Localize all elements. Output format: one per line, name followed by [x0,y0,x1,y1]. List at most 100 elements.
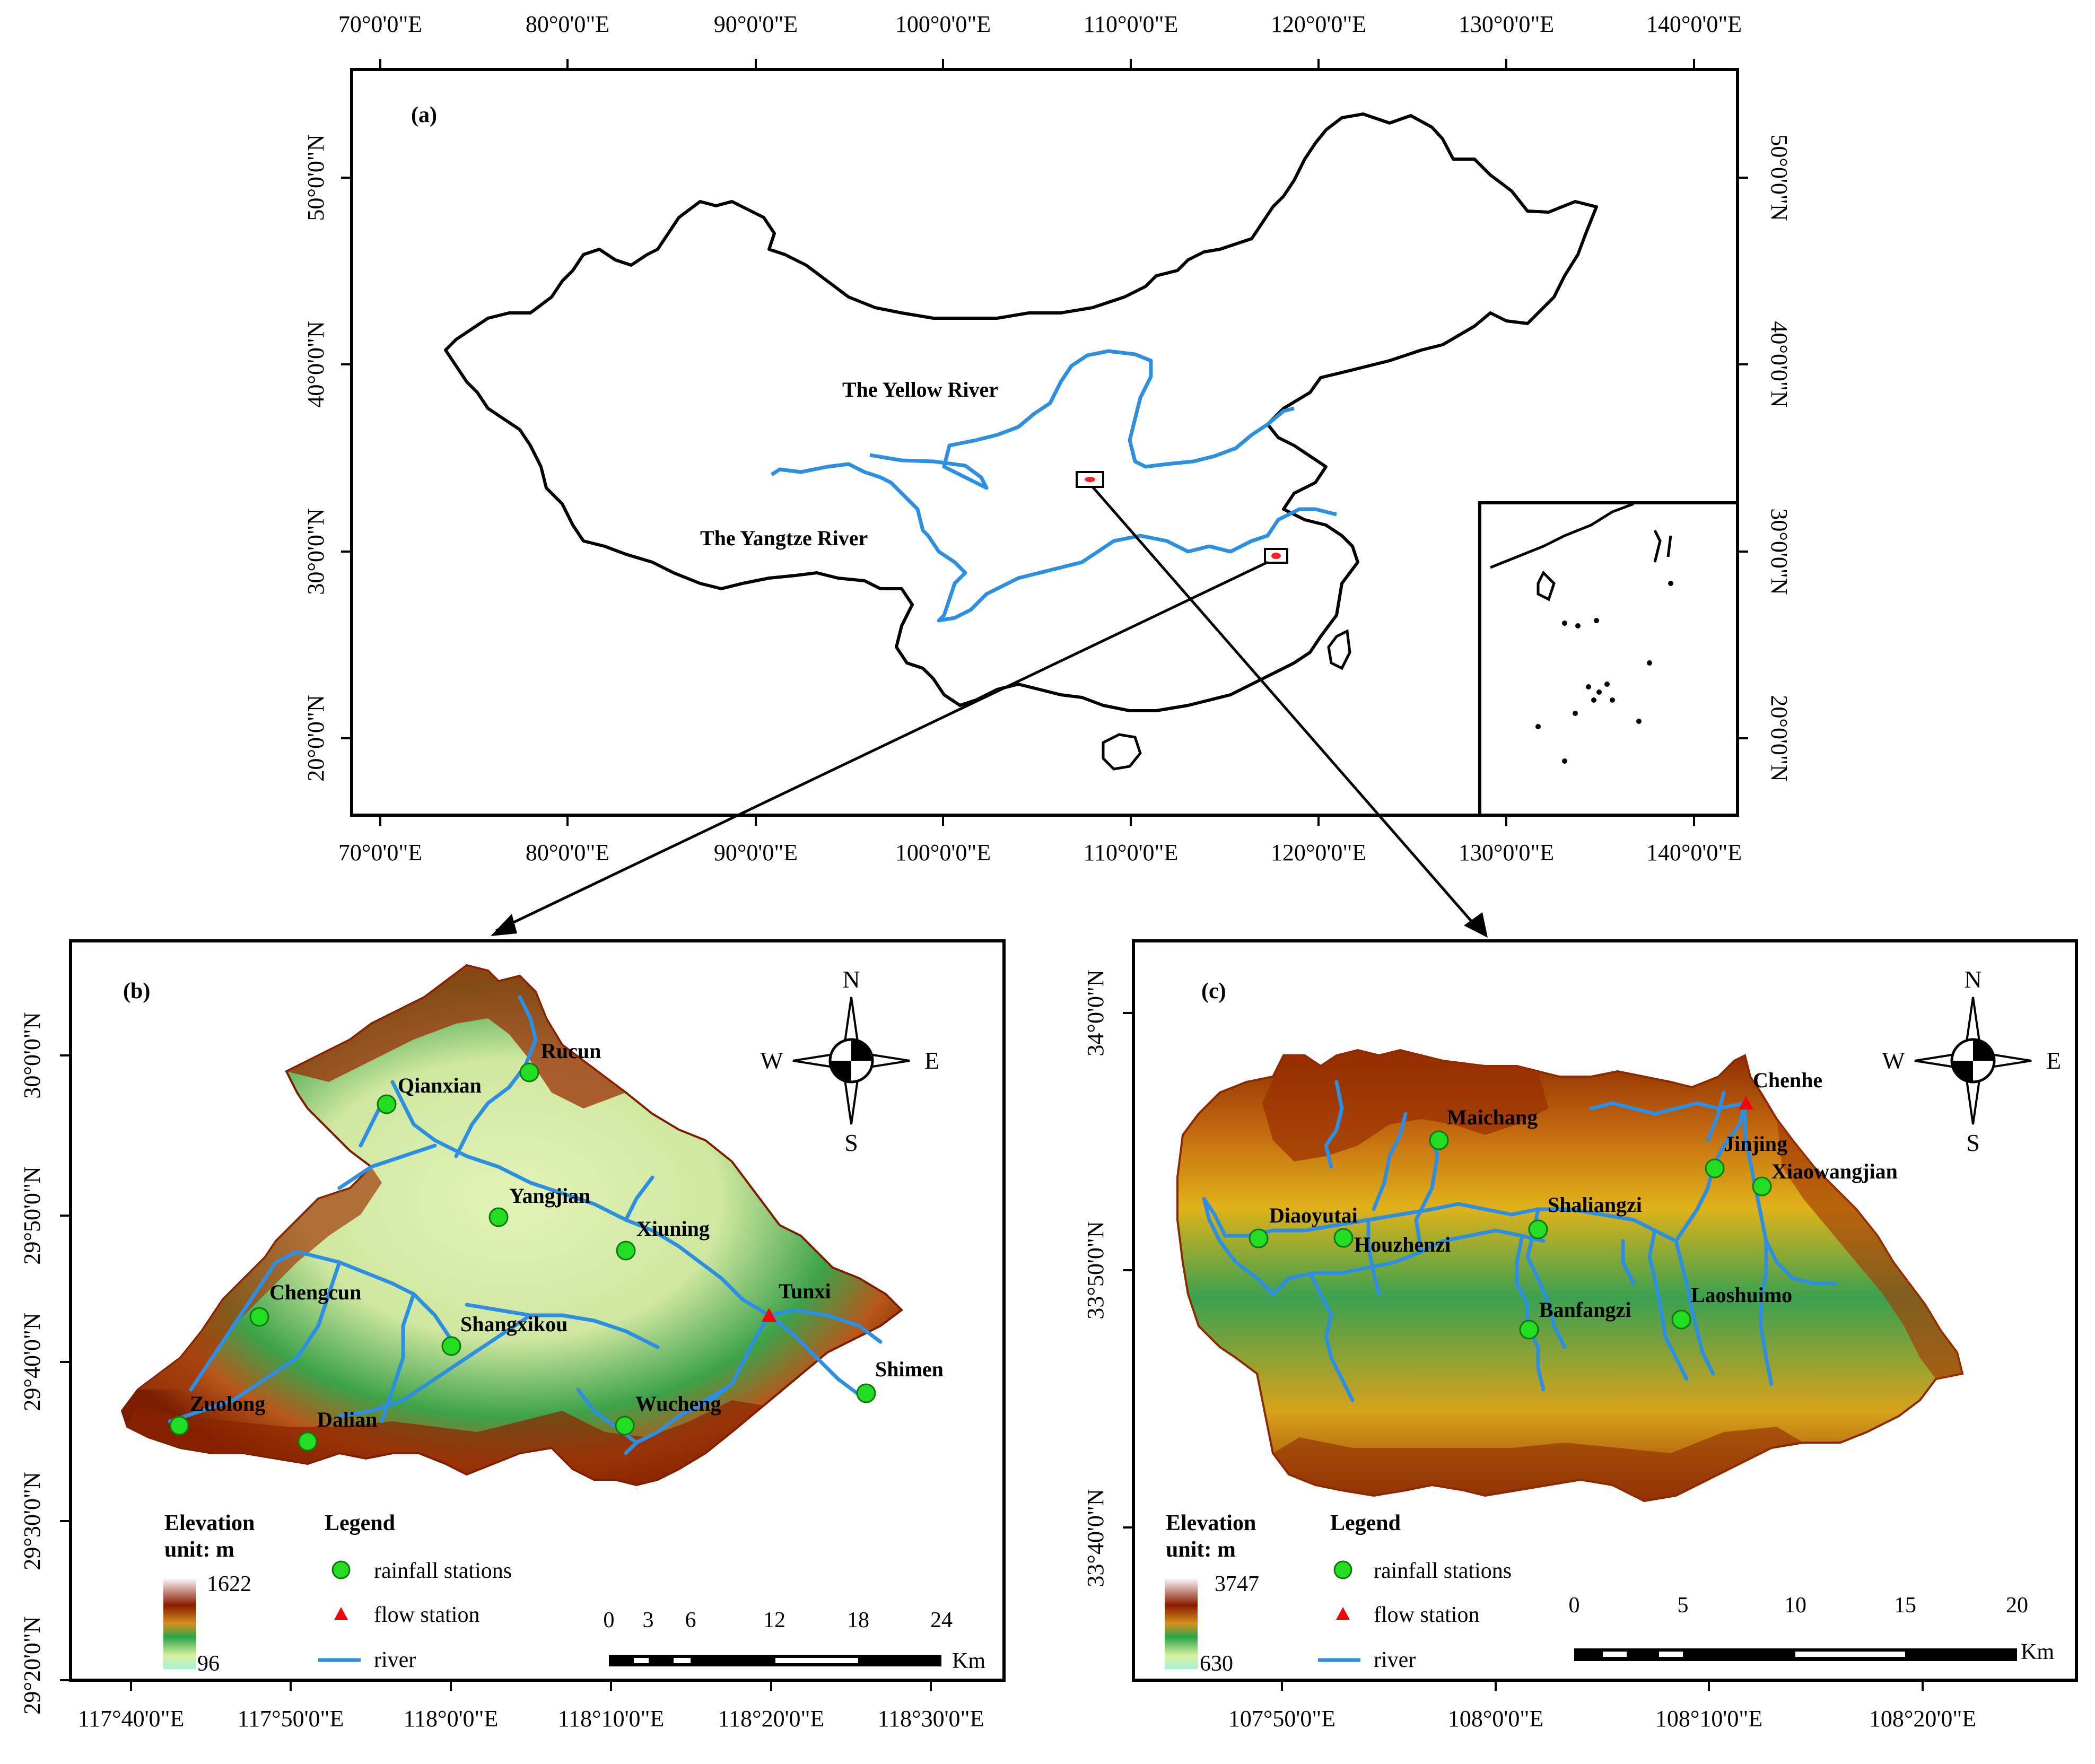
yellow-river-label: The Yellow River [842,378,998,401]
svg-text:108°0'0"E: 108°0'0"E [1448,1706,1543,1732]
lon-tick: 120°0'0"E [1271,11,1366,69]
svg-text:Rucun: Rucun [541,1039,601,1063]
rain-station: Banfangzi [1519,1298,1631,1340]
svg-text:6: 6 [685,1608,696,1632]
rain-station: Houzhenzi [1333,1228,1451,1256]
panel-c-lat-ticks: 34°0'0"N 33°50'0"N 33°40'0"N [1083,970,1133,1587]
elevation-unit-b: unit: m [164,1538,234,1562]
dem-high-ridge-c-east [1777,1119,1962,1379]
svg-text:20°0'0"N: 20°0'0"N [1766,695,1792,781]
svg-text:Laoshuimo: Laoshuimo [1691,1283,1792,1307]
svg-text:118°30'0"E: 118°30'0"E [878,1706,984,1732]
flow-station: Tunxi [762,1279,831,1322]
lon-tick: 118°20'0"E [718,1680,824,1732]
lon-tick: 130°0'0"E [1459,815,1554,866]
svg-text:110°0'0"E: 110°0'0"E [1084,11,1179,37]
inset-islands [1535,581,1673,764]
svg-text:130°0'0"E: 130°0'0"E [1459,840,1554,866]
svg-text:Banfangzi: Banfangzi [1539,1298,1631,1322]
svg-text:W: W [1882,1047,1905,1074]
rain-station: Zuolong [169,1392,265,1436]
study-area-shape-c [1085,477,1095,482]
svg-text:110°0'0"E: 110°0'0"E [1084,840,1179,866]
svg-text:90°0'0"E: 90°0'0"E [714,11,798,37]
lat-tick: 20°0'0"N [1738,695,1792,782]
scale-bar-c: 0 5 10 15 20 Km [1569,1593,2055,1664]
elevation-unit-c: unit: m [1166,1538,1236,1562]
svg-text:33°40'0"N: 33°40'0"N [1083,1489,1108,1587]
svg-text:70°0'0"E: 70°0'0"E [338,11,422,37]
elevation-colorbar-c [1165,1578,1198,1669]
svg-text:Shangxikou: Shangxikou [460,1312,568,1336]
lat-tick: 50°0'0"N [1738,134,1792,221]
rain-station: Diaoyutai [1249,1203,1358,1248]
svg-text:140°0'0"E: 140°0'0"E [1646,840,1742,866]
svg-text:Houzhenzi: Houzhenzi [1354,1233,1451,1256]
legend-river-label-b: river [374,1648,416,1672]
panel-b-lon-ticks: 117°40'0"E 117°50'0"E 118°0'0"E 118°10'0… [78,1680,984,1732]
svg-text:Chenhe: Chenhe [1753,1068,1822,1092]
svg-text:W: W [760,1047,783,1074]
lon-tick: 117°40'0"E [78,1680,184,1732]
svg-text:108°20'0"E: 108°20'0"E [1869,1706,1976,1732]
legend-rain-symbol-c [1333,1560,1352,1579]
svg-text:Tunxi: Tunxi [779,1279,831,1303]
svg-text:Zuolong: Zuolong [190,1392,265,1416]
elevation-colorbar-b [163,1578,196,1669]
svg-text:120°0'0"E: 120°0'0"E [1271,840,1366,866]
svg-text:Shimen: Shimen [875,1357,944,1381]
rain-station: Maichang [1429,1105,1538,1150]
rain-station: Qianxian [377,1073,482,1114]
svg-text:N: N [1964,966,1981,993]
legend-title-c: Legend [1330,1511,1401,1535]
svg-text:107°50'0"E: 107°50'0"E [1228,1706,1335,1732]
yangtze-river [771,462,1337,623]
lon-tick: 118°30'0"E [878,1680,984,1732]
legend-title-b: Legend [325,1511,395,1535]
lat-tick: 30°0'0"N [19,1012,71,1099]
arrow-to-panel-b [495,561,1269,932]
panel-b-label: (b) [123,979,150,1003]
svg-text:29°50'0"N: 29°50'0"N [19,1166,45,1264]
south-china-sea-inset [1478,501,1739,817]
panel-b: (b) Qianxian Rucun [19,939,1006,1732]
lon-tick: 80°0'0"E [526,11,609,69]
panel-a-label: (a) [411,103,437,127]
svg-text:0: 0 [1569,1593,1580,1618]
svg-text:30°0'0"N: 30°0'0"N [1766,508,1792,595]
svg-text:40°0'0"N: 40°0'0"N [303,321,329,407]
lat-tick: 20°0'0"N [303,695,352,782]
lat-tick: 30°0'0"N [303,508,352,595]
lon-tick: 118°10'0"E [558,1680,664,1732]
svg-text:3: 3 [643,1608,654,1632]
lon-tick: 108°20'0"E [1869,1680,1976,1732]
svg-text:15: 15 [1894,1593,1916,1618]
lat-tick: 50°0'0"N [303,134,352,221]
taiwan-outline [1327,629,1351,670]
svg-text:Jinjing: Jinjing [1724,1132,1787,1156]
rain-station: Dalian [298,1408,377,1452]
svg-text:50°0'0"N: 50°0'0"N [1766,134,1792,221]
svg-text:24: 24 [930,1608,953,1632]
svg-text:120°0'0"E: 120°0'0"E [1271,11,1366,37]
arrowhead-b [491,914,517,936]
panel-a-top-ticks: 70°0'0"E 80°0'0"E 90°0'0"E 100°0'0"E 110… [338,11,1742,69]
svg-text:S: S [1966,1129,1980,1156]
svg-text:Qianxian: Qianxian [398,1073,482,1097]
lat-tick: 33°40'0"N [1083,1489,1133,1587]
svg-text:40°0'0"N: 40°0'0"N [1766,321,1792,407]
rain-station: Chengcun [249,1280,361,1327]
svg-text:70°0'0"E: 70°0'0"E [338,840,422,866]
lat-tick: 34°0'0"N [1083,970,1133,1056]
svg-text:Dalian: Dalian [317,1408,377,1431]
panel-a-right-ticks: 50°0'0"N 40°0'0"N 30°0'0"N 20°0'0"N [1738,134,1792,782]
svg-text:20: 20 [2006,1593,2028,1618]
svg-text:E: E [2046,1047,2061,1074]
hainan-outline [1102,733,1142,771]
lon-tick: 140°0'0"E [1646,11,1742,69]
svg-text:Diaoyutai: Diaoyutai [1269,1203,1358,1227]
study-area-box-c [1076,471,1104,488]
svg-text:100°0'0"E: 100°0'0"E [895,840,991,866]
svg-text:Km: Km [2021,1640,2054,1664]
study-area-box-b [1264,548,1288,564]
